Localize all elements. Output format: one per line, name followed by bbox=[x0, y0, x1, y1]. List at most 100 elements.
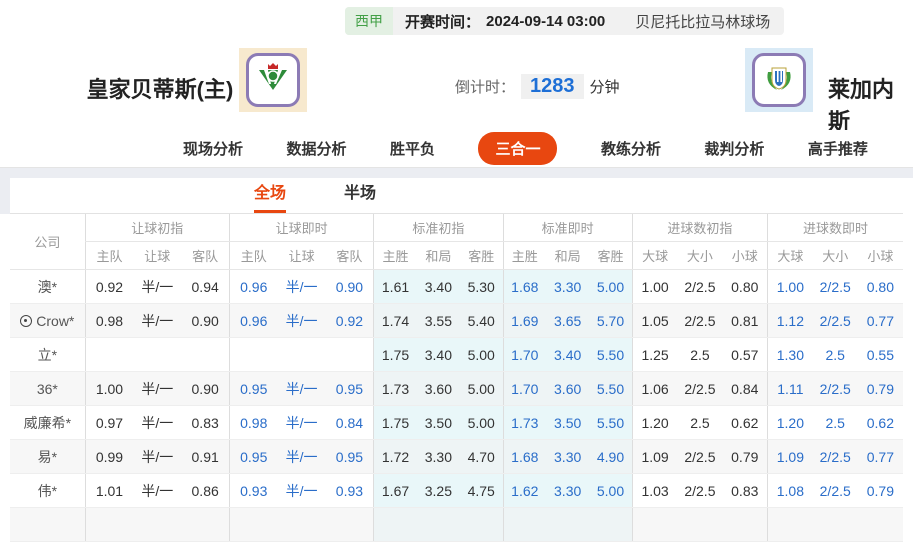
odds-cell: 半/一 bbox=[277, 405, 326, 440]
table-row: Crow* 0.98 半/一 0.90 0.96 半/一 0.92 1.74 3.55 5.40 1… bbox=[10, 303, 903, 338]
odds-cell: 1.30 bbox=[767, 337, 813, 372]
away-team-name: 莱加内斯 bbox=[828, 77, 895, 134]
odds-cell: 2/2.5 bbox=[812, 303, 858, 338]
odds-cell: 0.99 bbox=[84, 439, 134, 474]
nav-tab-0[interactable]: 现场分析 bbox=[183, 141, 244, 158]
odds-cell: 0.84 bbox=[722, 371, 768, 406]
odds-cell: 半/一 bbox=[277, 439, 326, 474]
odds-cell: 5.00 bbox=[589, 269, 633, 304]
odds-cell: 1.75 bbox=[373, 405, 417, 440]
odds-cell: 1.00 bbox=[767, 269, 813, 304]
odds-cell: 0.93 bbox=[325, 473, 374, 508]
odds-cell: 0.94 bbox=[181, 269, 230, 304]
table-row: 36* 1.00 半/一 0.90 0.95 半/一 0.95 1.73 3.60 5.00 1.7… bbox=[10, 371, 903, 406]
odds-cell: 1.75 bbox=[373, 337, 417, 372]
odds-cell: 4.70 bbox=[459, 439, 503, 474]
odds-cell: 5.40 bbox=[459, 303, 503, 338]
odds-cell: 0.83 bbox=[722, 473, 768, 508]
table-row: 威廉希* 0.97 半/一 0.83 0.98 半/一 0.84 1.75 3.50 5.00 1.… bbox=[10, 405, 903, 440]
away-crest-icon bbox=[752, 53, 806, 107]
sub-header: 客队 bbox=[325, 241, 374, 270]
odds-cell: 3.25 bbox=[416, 473, 460, 508]
odds-cell: 0.83 bbox=[181, 405, 230, 440]
odds-cell: 1.20 bbox=[767, 405, 813, 440]
countdown-label: 倒计时： bbox=[455, 79, 516, 96]
home-team-logo bbox=[239, 48, 307, 112]
away-team-logo bbox=[745, 48, 813, 112]
odds-cell: 5.50 bbox=[589, 337, 633, 372]
odds-cell: 0.80 bbox=[722, 269, 768, 304]
odds-cell: 半/一 bbox=[277, 303, 326, 338]
sub-header: 主队 bbox=[84, 241, 134, 270]
odds-cell: 0.97 bbox=[84, 405, 134, 440]
odds-cell: 1.09 bbox=[767, 439, 813, 474]
sub-header: 客胜 bbox=[459, 241, 503, 270]
table-row: 伟* 1.01 半/一 0.86 0.93 半/一 0.93 1.67 3.25 4.75 1.62… bbox=[10, 473, 903, 508]
odds-cell: 0.77 bbox=[857, 439, 903, 474]
odds-cell: 0.62 bbox=[722, 405, 768, 440]
odds-cell: 2.5 bbox=[812, 405, 858, 440]
odds-cell: 1.74 bbox=[373, 303, 417, 338]
odds-cell: 3.55 bbox=[416, 303, 460, 338]
odds-cell: 1.12 bbox=[767, 303, 813, 338]
nav-tab-5[interactable]: 裁判分析 bbox=[704, 141, 765, 158]
odds-cell: 4.90 bbox=[589, 439, 633, 474]
odds-cell: 0.92 bbox=[325, 303, 374, 338]
sub-header: 大球 bbox=[631, 241, 678, 270]
odds-cell: 1.70 bbox=[502, 371, 547, 406]
odds-cell: 1.69 bbox=[502, 303, 547, 338]
odds-cell: 0.62 bbox=[857, 405, 903, 440]
odds-cell: 0.86 bbox=[181, 473, 230, 508]
odds-cell: 1.05 bbox=[631, 303, 678, 338]
subtab-0[interactable]: 全场 bbox=[253, 179, 286, 213]
odds-cell: 5.00 bbox=[459, 405, 503, 440]
odds-cell: 3.40 bbox=[416, 337, 460, 372]
company-header: 公司 bbox=[10, 213, 86, 270]
odds-cell bbox=[181, 337, 230, 372]
league-badge: 西甲 bbox=[345, 7, 393, 35]
partial-row bbox=[10, 507, 903, 542]
odds-cell: 0.98 bbox=[228, 405, 278, 440]
odds-cell: 1.70 bbox=[502, 337, 547, 372]
odds-cell: 0.79 bbox=[857, 371, 903, 406]
sub-header: 小球 bbox=[722, 241, 768, 270]
sub-header: 主胜 bbox=[502, 241, 547, 270]
odds-cell: 3.65 bbox=[546, 303, 590, 338]
odds-cell: 2.5 bbox=[677, 337, 723, 372]
nav-tab-1[interactable]: 数据分析 bbox=[286, 141, 347, 158]
nav-tab-3[interactable]: 三合一 bbox=[478, 132, 558, 165]
nav-tab-2[interactable]: 胜平负 bbox=[389, 141, 435, 158]
sub-header: 大球 bbox=[767, 241, 813, 270]
odds-cell: 0.92 bbox=[84, 269, 134, 304]
odds-cell: 0.90 bbox=[181, 371, 230, 406]
group-header-std_live: 标准即时 bbox=[502, 213, 633, 242]
odds-cell bbox=[277, 337, 326, 372]
odds-card: 全场 半场 公司 让球初指 让球即时 标准初指 标准即时 进球数初指 进球数即时 主队 让球 客队主… bbox=[10, 178, 913, 542]
nav-tab-4[interactable]: 教练分析 bbox=[600, 141, 661, 158]
company-cell: 伟* bbox=[10, 473, 86, 508]
odds-cell: 1.68 bbox=[502, 269, 547, 304]
odds-cell: 2/2.5 bbox=[677, 473, 723, 508]
countdown: 倒计时： 1283 分钟 bbox=[455, 74, 620, 99]
odds-cell: 0.55 bbox=[857, 337, 903, 372]
subtab-1[interactable]: 半场 bbox=[344, 185, 377, 202]
odds-cell: 1.01 bbox=[84, 473, 134, 508]
company-cell: 立* bbox=[10, 337, 86, 372]
odds-cell: 5.00 bbox=[589, 473, 633, 508]
odds-cell: 1.73 bbox=[373, 371, 417, 406]
sub-header: 让球 bbox=[277, 241, 326, 270]
odds-cell: 0.80 bbox=[857, 269, 903, 304]
odds-cell: 0.79 bbox=[857, 473, 903, 508]
odds-cell: 0.95 bbox=[325, 371, 374, 406]
nav-tab-6[interactable]: 高手推荐 bbox=[807, 141, 868, 158]
company-cell: 36* bbox=[10, 371, 86, 406]
odds-cell: 3.60 bbox=[416, 371, 460, 406]
odds-cell: 5.30 bbox=[459, 269, 503, 304]
sub-header: 让球 bbox=[133, 241, 182, 270]
odds-cell: 0.98 bbox=[84, 303, 134, 338]
countdown-value: 1283 bbox=[521, 74, 584, 99]
odds-cell: 0.57 bbox=[722, 337, 768, 372]
odds-cell: 1.00 bbox=[84, 371, 134, 406]
sub-header: 主队 bbox=[228, 241, 278, 270]
countdown-unit: 分钟 bbox=[589, 79, 620, 96]
